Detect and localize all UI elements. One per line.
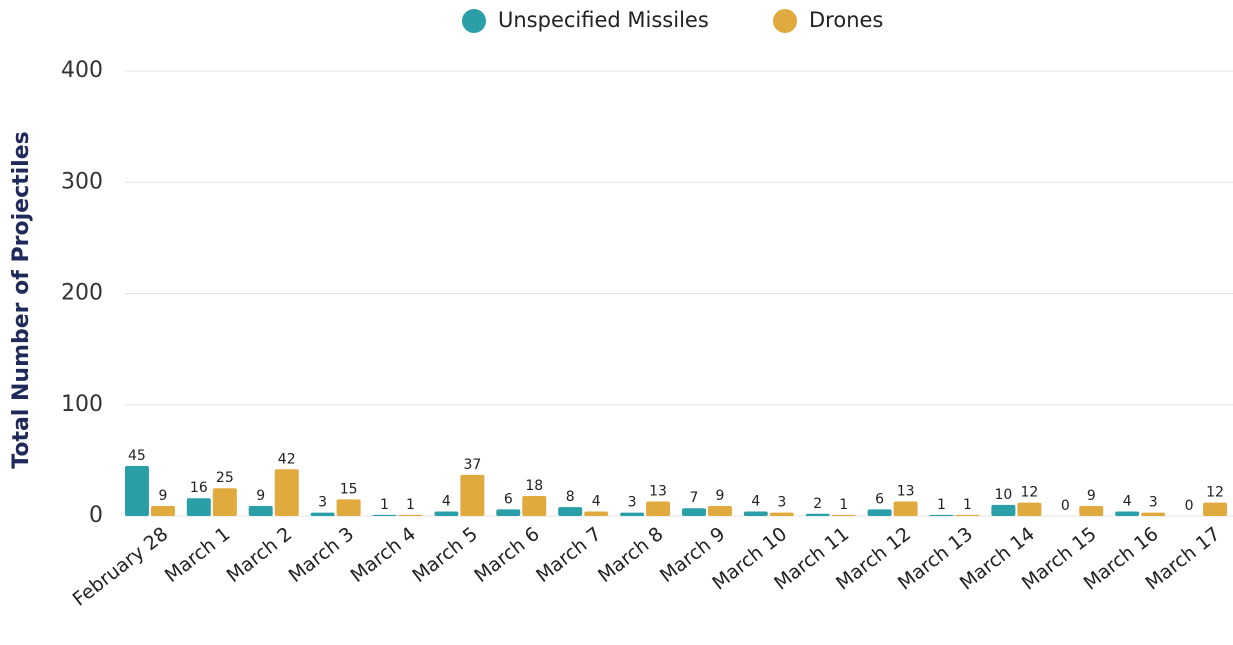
bar xyxy=(460,474,485,516)
x-tick-label: March 2 xyxy=(223,523,296,587)
bar xyxy=(893,501,918,516)
value-label: 1 xyxy=(937,497,946,513)
value-label: 42 xyxy=(278,451,296,467)
bar xyxy=(496,509,521,516)
bar xyxy=(681,508,706,516)
value-label: 0 xyxy=(1061,498,1070,514)
legend-swatch xyxy=(773,9,797,33)
legend-label: Drones xyxy=(809,8,883,32)
bar xyxy=(929,514,954,516)
bar xyxy=(1079,505,1104,516)
bar xyxy=(1017,502,1042,516)
value-label: 6 xyxy=(875,491,884,507)
value-label: 3 xyxy=(1149,495,1158,511)
x-tick-label: March 3 xyxy=(285,523,358,587)
bar xyxy=(274,469,299,516)
value-label: 12 xyxy=(1206,485,1224,501)
bar xyxy=(336,499,361,516)
bar xyxy=(743,511,768,516)
y-tick-label: 400 xyxy=(61,58,103,83)
x-tick-label: March 4 xyxy=(346,523,419,587)
bar xyxy=(248,505,273,516)
bar xyxy=(991,504,1016,516)
value-label: 0 xyxy=(1185,498,1194,514)
bar xyxy=(310,512,335,516)
value-label: 4 xyxy=(1123,494,1132,510)
value-label: 4 xyxy=(751,494,760,510)
bar xyxy=(769,512,794,516)
value-label: 10 xyxy=(994,487,1012,503)
value-label: 13 xyxy=(897,484,915,500)
y-tick-label: 0 xyxy=(89,503,103,528)
value-label: 12 xyxy=(1020,485,1038,501)
value-label: 13 xyxy=(649,484,667,500)
value-label: 18 xyxy=(525,478,543,494)
value-label: 3 xyxy=(628,495,637,511)
bar xyxy=(620,512,645,516)
value-label: 9 xyxy=(256,488,265,504)
bar xyxy=(584,511,609,516)
bar xyxy=(1141,512,1166,516)
value-label: 2 xyxy=(813,496,822,512)
bar xyxy=(124,465,149,516)
value-label: 9 xyxy=(158,488,167,504)
value-label: 3 xyxy=(318,495,327,511)
value-label: 4 xyxy=(592,494,601,510)
bar xyxy=(212,488,237,516)
y-tick-label: 300 xyxy=(61,169,103,194)
bar xyxy=(522,495,547,516)
x-tick-label: February 28 xyxy=(69,523,173,611)
x-tick-label: March 5 xyxy=(408,523,481,587)
value-label: 25 xyxy=(216,470,234,486)
bar xyxy=(398,514,423,516)
value-label: 37 xyxy=(463,457,481,473)
y-axis-label: Total Number of Projectiles xyxy=(9,131,34,469)
value-label: 6 xyxy=(504,491,513,507)
value-label: 4 xyxy=(442,494,451,510)
bar xyxy=(867,509,892,516)
legend-swatch xyxy=(462,9,486,33)
bar xyxy=(186,498,211,516)
value-label: 3 xyxy=(777,495,786,511)
x-tick-label: March 1 xyxy=(161,523,234,587)
bar xyxy=(1203,502,1228,516)
value-label: 1 xyxy=(380,497,389,513)
bar xyxy=(434,511,459,516)
bar xyxy=(1115,511,1140,516)
bar xyxy=(372,514,397,516)
value-label: 8 xyxy=(566,489,575,505)
x-tick-label: March 6 xyxy=(470,523,543,587)
bar xyxy=(805,513,830,516)
value-label: 45 xyxy=(128,448,146,464)
y-tick-label: 100 xyxy=(61,392,103,417)
value-label: 16 xyxy=(190,480,208,496)
value-label: 1 xyxy=(839,497,848,513)
bar xyxy=(707,505,732,516)
value-label: 15 xyxy=(340,481,358,497)
bar xyxy=(955,514,980,516)
value-label: 9 xyxy=(715,488,724,504)
value-label: 1 xyxy=(963,497,972,513)
x-tick-label: March 8 xyxy=(594,523,667,587)
bar xyxy=(831,514,856,516)
bar xyxy=(646,501,671,516)
bar xyxy=(558,507,583,516)
legend-label: Unspecified Missiles xyxy=(498,8,709,32)
bar xyxy=(150,505,175,516)
y-tick-label: 200 xyxy=(61,281,103,306)
value-label: 9 xyxy=(1087,488,1096,504)
x-tick-label: March 7 xyxy=(532,523,605,587)
value-label: 7 xyxy=(689,490,698,506)
value-label: 1 xyxy=(406,497,415,513)
